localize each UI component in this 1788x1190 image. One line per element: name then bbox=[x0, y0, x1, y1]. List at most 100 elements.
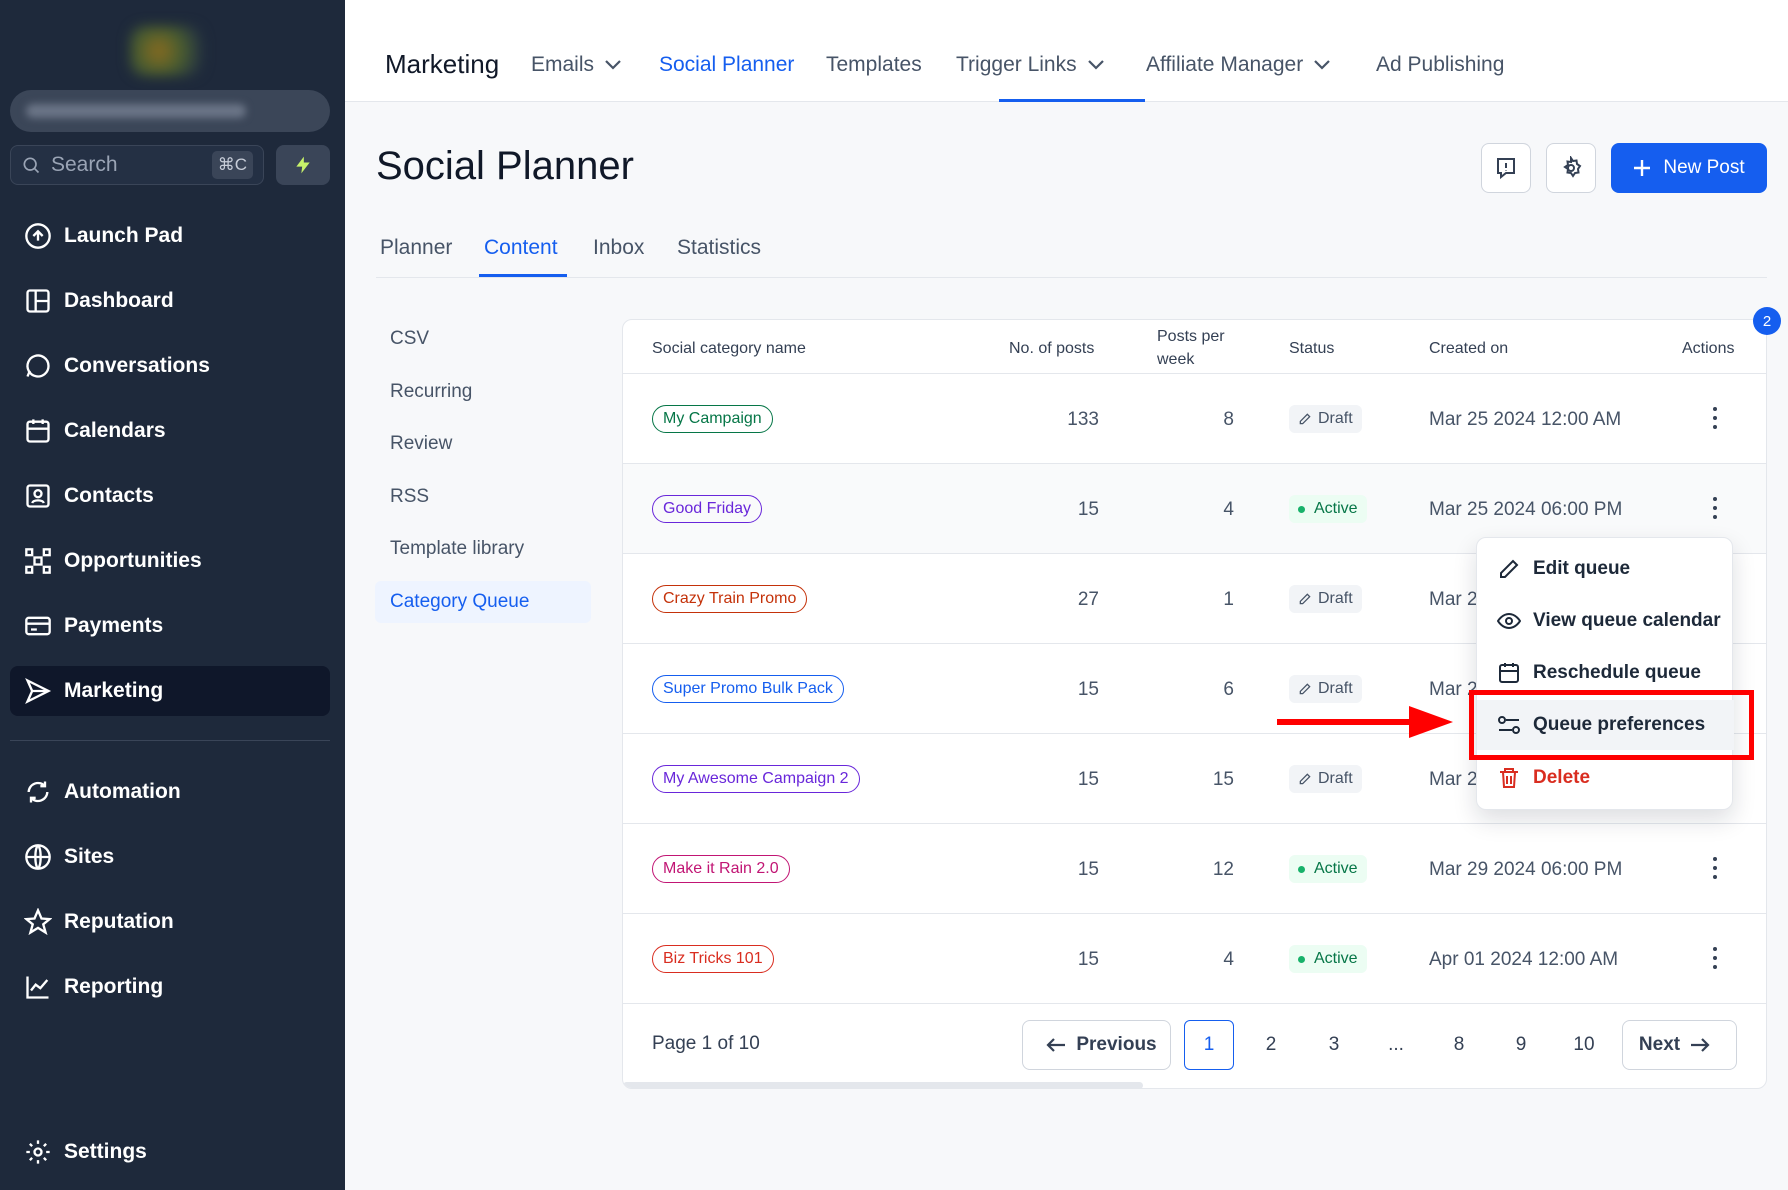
sliders-icon bbox=[1498, 716, 1520, 734]
nav-affiliate-manager[interactable]: Affiliate Manager bbox=[1146, 53, 1331, 77]
contact-card-icon bbox=[26, 484, 50, 508]
edit-icon bbox=[1299, 683, 1311, 695]
sidebar-item-reputation[interactable]: Reputation bbox=[10, 897, 330, 947]
tab-inbox[interactable]: Inbox bbox=[593, 236, 645, 259]
page-2[interactable]: 2 bbox=[1265, 1034, 1277, 1055]
category-tag[interactable]: Good Friday bbox=[652, 495, 763, 523]
tab-planner[interactable]: Planner bbox=[380, 236, 453, 259]
row-divider bbox=[623, 733, 1766, 734]
nav-ad-publishing[interactable]: Ad Publishing bbox=[1376, 53, 1504, 77]
edit-icon bbox=[1299, 593, 1311, 605]
previous-label: Previous bbox=[1076, 1034, 1157, 1055]
feedback-button[interactable] bbox=[1481, 143, 1531, 193]
menu-item-category-queue[interactable]: Category Queue bbox=[375, 581, 591, 623]
page-10[interactable]: 10 bbox=[1573, 1034, 1595, 1055]
sidebar-item-reporting[interactable]: Reporting bbox=[10, 962, 330, 1012]
sidebar-item-label: Launch Pad bbox=[64, 224, 184, 247]
menu-item-template-library[interactable]: Template library bbox=[390, 538, 525, 559]
next-button[interactable]: Next bbox=[1622, 1020, 1737, 1070]
status-label: Active bbox=[1314, 950, 1358, 967]
nav-templates[interactable]: Templates bbox=[826, 53, 922, 77]
account-switcher[interactable] bbox=[10, 90, 330, 132]
sidebar-item-label: Settings bbox=[64, 1140, 147, 1163]
row-divider bbox=[623, 643, 1766, 644]
gear-icon bbox=[1563, 156, 1582, 178]
row-actions-button[interactable] bbox=[1705, 494, 1725, 522]
tab-content[interactable]: Content bbox=[484, 236, 558, 259]
row-actions-button[interactable] bbox=[1705, 944, 1725, 972]
sidebar-item-calendars[interactable]: Calendars bbox=[10, 406, 330, 456]
nav-emails[interactable]: Emails bbox=[531, 53, 622, 77]
sidebar-item-marketing[interactable]: Marketing bbox=[10, 666, 330, 716]
row-divider bbox=[623, 823, 1766, 824]
previous-button[interactable]: Previous bbox=[1022, 1020, 1171, 1070]
menu-reschedule-queue[interactable]: Reschedule queue bbox=[1477, 648, 1734, 698]
category-tag[interactable]: My Campaign bbox=[652, 405, 773, 433]
search-input[interactable]: Search ⌘C bbox=[10, 145, 264, 185]
nav-social-planner[interactable]: Social Planner bbox=[659, 53, 794, 77]
quick-actions-button[interactable] bbox=[276, 145, 330, 185]
category-tag[interactable]: Make it Rain 2.0 bbox=[652, 855, 790, 883]
menu-delete[interactable]: Delete bbox=[1477, 753, 1734, 803]
row-divider bbox=[623, 373, 1766, 374]
page-8[interactable]: 8 bbox=[1453, 1034, 1465, 1055]
sidebar-item-dashboard[interactable]: Dashboard bbox=[10, 276, 330, 326]
menu-item-csv[interactable]: CSV bbox=[390, 328, 430, 349]
sidebar-item-opportunities[interactable]: Opportunities bbox=[10, 536, 330, 586]
nav-active-indicator bbox=[999, 99, 1145, 102]
row-actions-button[interactable] bbox=[1705, 404, 1725, 432]
status-badge: Draft bbox=[1289, 765, 1362, 793]
horizontal-scrollbar[interactable] bbox=[623, 1082, 1143, 1088]
settings-button[interactable] bbox=[1546, 143, 1596, 193]
menu-item-recurring[interactable]: Recurring bbox=[390, 381, 473, 402]
new-post-label: New Post bbox=[1663, 157, 1745, 178]
menu-item-review[interactable]: Review bbox=[390, 433, 453, 454]
nav-label: Affiliate Manager bbox=[1146, 53, 1304, 76]
sidebar-item-settings[interactable]: Settings bbox=[10, 1127, 330, 1177]
nav-label: Trigger Links bbox=[956, 53, 1077, 76]
sidebar-item-conversations[interactable]: Conversations bbox=[10, 341, 330, 391]
status-badge: Active bbox=[1289, 495, 1367, 523]
nav-trigger-links[interactable]: Trigger Links bbox=[956, 53, 1105, 77]
chat-bubble-icon bbox=[26, 354, 50, 378]
menu-label: Delete bbox=[1533, 767, 1591, 788]
post-count: 15 bbox=[1077, 499, 1099, 520]
sidebar-item-sites[interactable]: Sites bbox=[10, 832, 330, 882]
new-post-button[interactable]: New Post bbox=[1611, 143, 1767, 193]
menu-edit-queue[interactable]: Edit queue bbox=[1477, 544, 1734, 594]
sidebar-item-payments[interactable]: Payments bbox=[10, 601, 330, 651]
tab-statistics[interactable]: Statistics bbox=[677, 236, 762, 259]
page-3[interactable]: 3 bbox=[1328, 1034, 1340, 1055]
row-divider bbox=[623, 1003, 1766, 1004]
menu-item-rss[interactable]: RSS bbox=[390, 486, 430, 507]
credit-card-icon bbox=[25, 616, 51, 636]
category-tag[interactable]: Super Promo Bulk Pack bbox=[652, 675, 844, 703]
tabs-divider bbox=[376, 277, 1767, 278]
edit-icon bbox=[1299, 773, 1311, 785]
sidebar-item-automation[interactable]: Automation bbox=[10, 767, 330, 817]
sidebar-item-label: Marketing bbox=[64, 679, 164, 702]
category-tag[interactable]: Crazy Train Promo bbox=[652, 585, 808, 613]
row-actions-button[interactable] bbox=[1705, 854, 1725, 882]
status-dot bbox=[1298, 955, 1305, 963]
pencil-icon bbox=[1500, 559, 1519, 578]
plus-icon bbox=[1634, 160, 1651, 176]
category-tag[interactable]: Biz Tricks 101 bbox=[652, 945, 774, 973]
menu-queue-preferences[interactable]: Queue preferences bbox=[1477, 700, 1734, 750]
search-shortcut: ⌘C bbox=[211, 151, 253, 179]
menu-label: View queue calendar bbox=[1533, 610, 1721, 631]
sidebar-item-launch-pad[interactable]: Launch Pad bbox=[10, 211, 330, 261]
edit-icon bbox=[1299, 413, 1311, 425]
tab-active-indicator bbox=[479, 274, 567, 277]
chevron-down-icon bbox=[605, 60, 621, 70]
sidebar-item-contacts[interactable]: Contacts bbox=[10, 471, 330, 521]
annotation-arrow-icon bbox=[1277, 706, 1453, 738]
page-1[interactable]: 1 bbox=[1184, 1020, 1234, 1070]
page-9[interactable]: 9 bbox=[1515, 1034, 1527, 1055]
menu-view-queue-calendar[interactable]: View queue calendar bbox=[1477, 596, 1734, 646]
category-tag[interactable]: My Awesome Campaign 2 bbox=[652, 765, 860, 793]
star-icon bbox=[24, 908, 52, 936]
posts-per-week: 4 bbox=[1223, 949, 1234, 970]
sidebar: Search ⌘C Launch Pad Dashboard Conversat… bbox=[0, 0, 345, 1190]
posts-per-week: 6 bbox=[1223, 679, 1234, 700]
